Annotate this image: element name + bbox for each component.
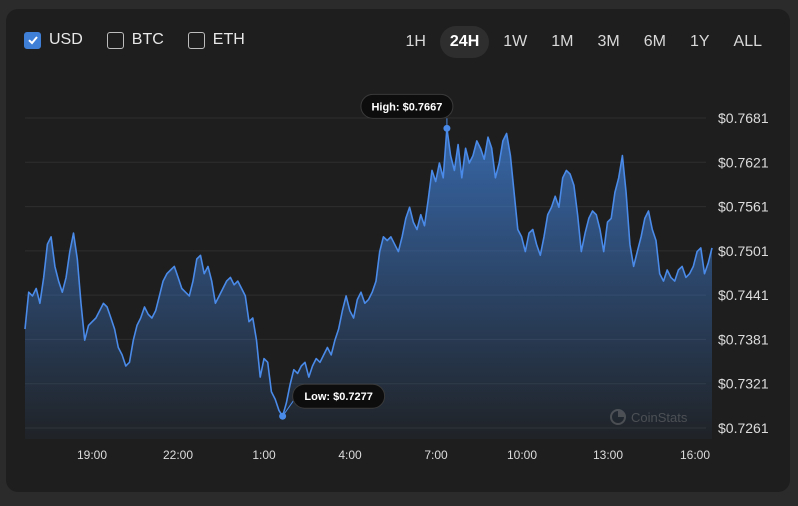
x-tick-label: 16:00 <box>680 448 710 462</box>
checkbox-unchecked-icon[interactable] <box>106 31 124 49</box>
coinstats-logo-icon <box>610 409 626 425</box>
currency-label-eth: ETH <box>212 31 245 48</box>
high-label: High: $0.7667 <box>371 101 442 113</box>
range-24h[interactable]: 24H <box>439 26 490 58</box>
y-tick-label: $0.7321 <box>718 376 769 392</box>
time-range-selector: 1H 24H 1W 1M 3M 6M 1Y ALL <box>395 26 772 58</box>
price-line <box>24 127 713 417</box>
checkbox-checked-icon[interactable] <box>24 31 41 49</box>
range-all[interactable]: ALL <box>733 33 762 50</box>
x-tick-label: 22:00 <box>163 448 193 462</box>
checkbox-unchecked-icon[interactable] <box>187 31 205 49</box>
coinstats-watermark: CoinStats <box>610 409 687 425</box>
y-tick-label: $0.7561 <box>718 199 769 215</box>
x-tick-label: 13:00 <box>593 448 623 462</box>
y-tick-label: $0.7621 <box>718 154 769 170</box>
y-tick-label: $0.7501 <box>718 243 769 259</box>
low-label: Low: $0.7277 <box>304 391 372 403</box>
watermark-text: CoinStats <box>631 409 688 425</box>
price-chart-card: USD BTC ETH 1H 24H 1W 1M 3M 6M 1Y ALL $0… <box>6 9 790 492</box>
x-tick-label: 7:00 <box>424 448 448 462</box>
currency-usd[interactable]: USD <box>24 31 83 49</box>
y-tick-label: $0.7681 <box>718 110 769 126</box>
currency-eth[interactable]: ETH <box>187 31 245 49</box>
x-tick-label: 10:00 <box>507 448 537 462</box>
range-1y[interactable]: 1Y <box>689 33 710 50</box>
range-1w[interactable]: 1W <box>503 33 528 50</box>
high-point <box>443 124 451 132</box>
low-label-box <box>292 383 386 409</box>
currency-selector: USD BTC ETH <box>24 31 245 49</box>
range-1m[interactable]: 1M <box>551 33 574 50</box>
range-3m[interactable]: 3M <box>597 33 620 50</box>
x-tick-label: 19:00 <box>77 448 107 462</box>
x-tick-label: 1:00 <box>252 448 276 462</box>
x-tick-label: 4:00 <box>338 448 362 462</box>
price-area-chart: $0.7681 $0.7621 $0.7561 $0.7501 $0.7441 $0.73… <box>24 93 769 462</box>
currency-label-btc: BTC <box>131 31 164 48</box>
y-tick-label: $0.7381 <box>718 331 769 347</box>
range-1h[interactable]: 1H <box>405 33 426 50</box>
high-label-box <box>360 93 454 119</box>
range-6m[interactable]: 6M <box>643 33 666 50</box>
currency-label-usd: USD <box>49 31 83 48</box>
y-tick-label: $0.7261 <box>718 420 769 436</box>
y-tick-label: $0.7441 <box>718 287 769 303</box>
currency-btc[interactable]: BTC <box>106 31 164 49</box>
price-area <box>25 128 712 440</box>
